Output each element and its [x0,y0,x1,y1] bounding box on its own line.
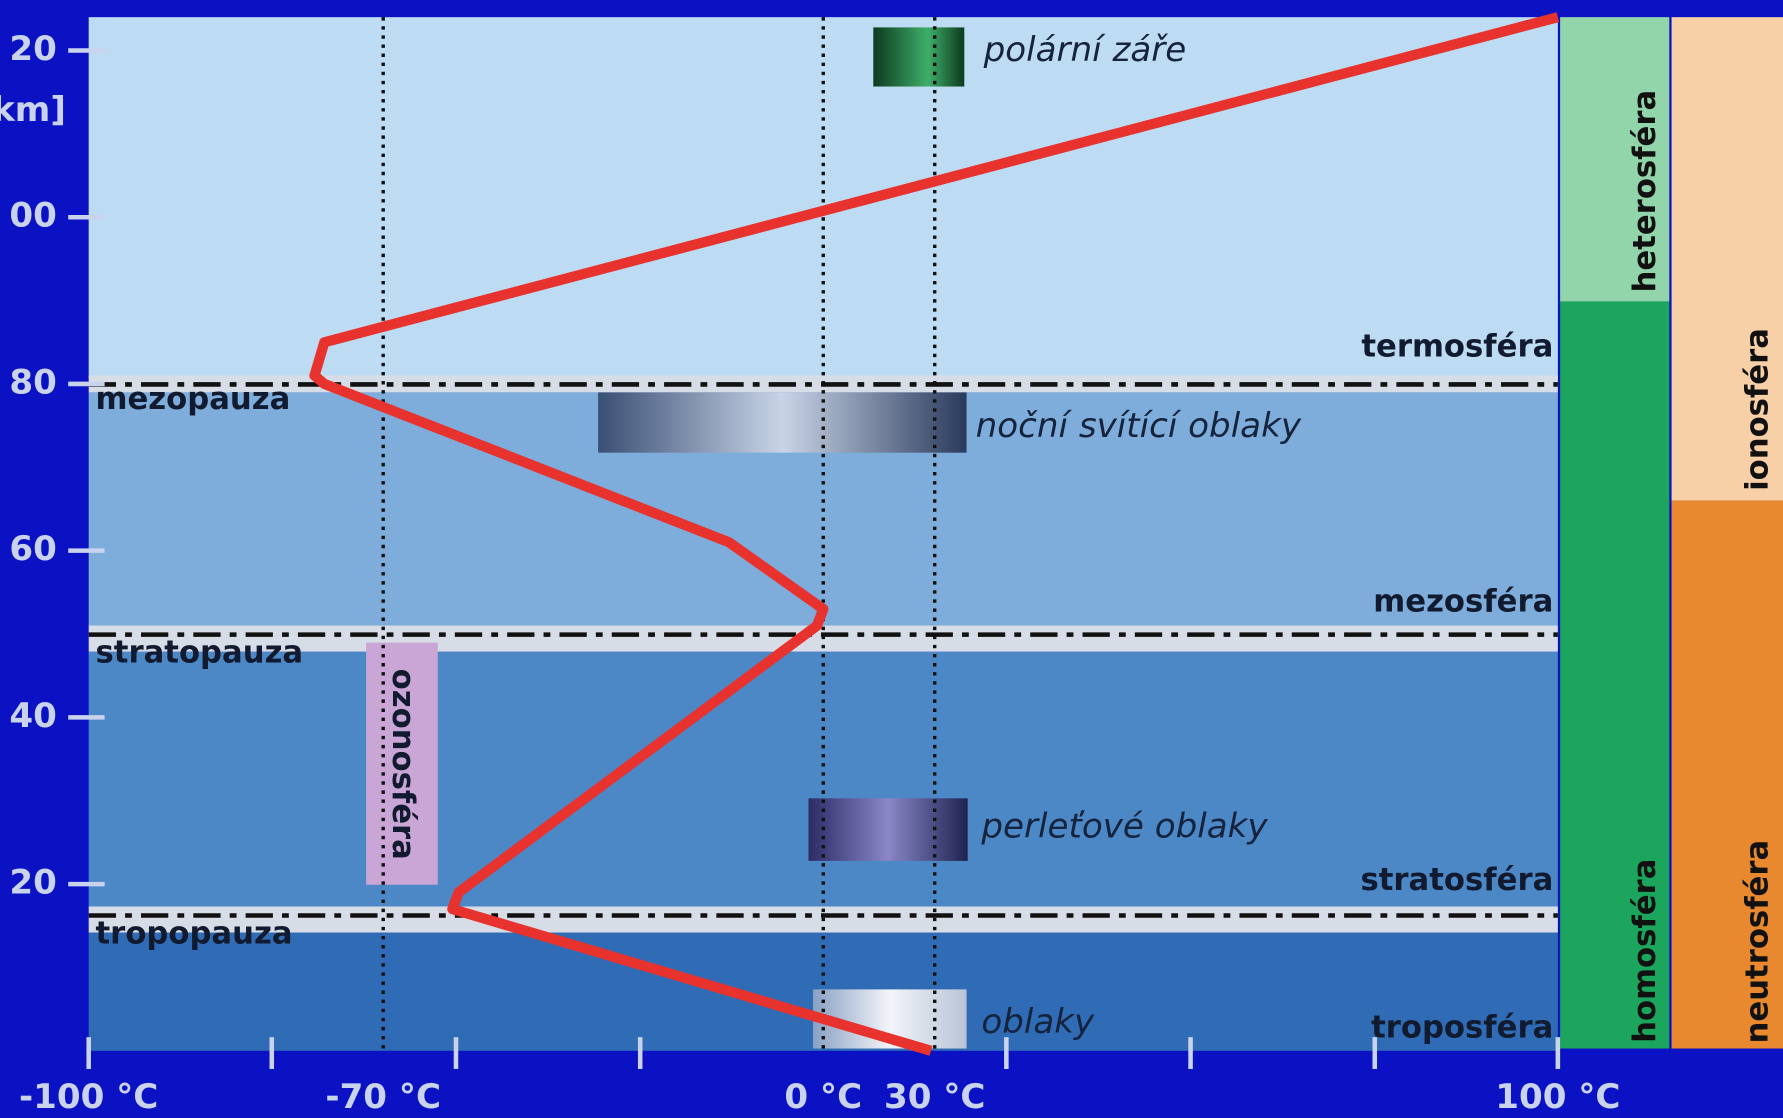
y-tick-label: 80 [9,362,56,402]
pause-label: mezopauza [96,382,291,417]
ionosphere-bar [1671,17,1783,501]
x-tick-label: 0 °C [784,1077,862,1117]
temperature-line [309,12,1560,1056]
ozonosphere-label: ozonosféra [385,669,420,860]
nacreous-photo [808,798,968,861]
x-tick-label: 30 °C [884,1077,985,1117]
sphere-label: heterosféra [1628,90,1663,293]
ozonosphere-box [366,642,438,885]
layer-label: stratosféra [1360,863,1553,898]
cloud-label: polární záře [983,30,1187,70]
neutrosphere-bar [1671,500,1783,1049]
y-tick-label: 20 [9,863,56,903]
cloud-label: perleťové oblaky [980,806,1268,846]
y-tick-label: 40 [9,696,56,736]
layer-label: mezosféra [1373,584,1553,619]
sphere-label: homosféra [1628,859,1663,1043]
y-tick-label: 00 [9,196,56,236]
cloud-label: oblaky [981,1002,1095,1042]
sphere-label: ionosféra [1741,328,1776,491]
minor-ticks [269,1037,1378,1069]
heterosphere-bar [1560,17,1670,302]
noctilucent-photo [598,392,967,453]
y-tick-label: 20 [9,29,56,69]
homosphere-bar [1560,301,1670,1049]
y-tick-label: 60 [9,529,56,569]
aurora-photo [873,27,965,87]
stratosphere-band [88,651,1558,907]
x-tick-label: 100 °C [1495,1077,1620,1117]
cloud-label: noční svítící oblaky [976,406,1302,446]
x-tick-label: -70 °C [325,1077,441,1117]
layer-label: termosféra [1361,330,1553,365]
x-tick-label: -100 °C [19,1077,158,1117]
layer-label: troposféra [1371,1011,1553,1046]
pause-label: stratopauza [96,635,304,670]
y-axis-label: km] [0,90,66,130]
sphere-label: neutrosféra [1741,840,1776,1044]
pause-label: tropopauza [96,916,293,951]
